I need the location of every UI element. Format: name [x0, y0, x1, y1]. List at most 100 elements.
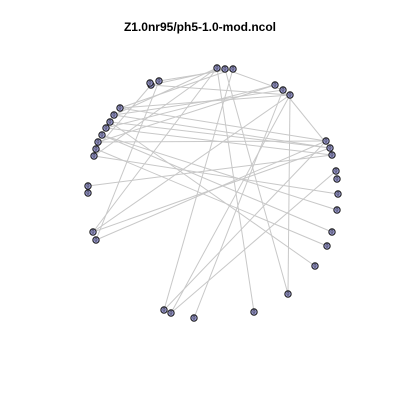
graph-node: 0: [89, 228, 97, 236]
node-circle: [229, 65, 237, 73]
edge-33: [119, 68, 234, 109]
edge-11: [113, 89, 284, 116]
node-label: 0: [148, 80, 151, 86]
graph-node: 0: [328, 228, 336, 236]
node-label: 0: [162, 307, 165, 313]
node-circle: [332, 167, 340, 175]
node-label: 0: [169, 310, 172, 316]
edge-30: [282, 89, 331, 149]
node-label: 0: [108, 119, 111, 125]
node-circle: [92, 236, 100, 244]
graph-node: 0: [334, 190, 342, 198]
graph-node: 0: [92, 236, 100, 244]
node-label: 0: [192, 315, 195, 321]
edge-27: [87, 154, 333, 187]
node-label: 0: [94, 237, 97, 243]
node-circle: [94, 138, 102, 146]
graph-node: 0: [84, 189, 92, 197]
graph-node: 0: [250, 308, 258, 316]
edges-layer: [87, 67, 339, 319]
node-circle: [333, 206, 341, 214]
edge-28: [170, 170, 337, 314]
graph-title: Z1.0nr95/ph5-1.0-mod.ncol: [123, 20, 277, 34]
node-label: 0: [286, 291, 289, 297]
node-label: 0: [157, 78, 160, 84]
graph-node: 0: [155, 77, 163, 85]
graph-node: 0: [92, 145, 100, 153]
node-circle: [146, 79, 154, 87]
node-circle: [98, 131, 106, 139]
node-label: 0: [96, 139, 99, 145]
node-label: 0: [336, 191, 339, 197]
node-label: 0: [330, 152, 333, 158]
node-circle: [106, 118, 114, 126]
node-label: 0: [92, 153, 95, 159]
node-label: 0: [325, 243, 328, 249]
edge-29: [163, 140, 327, 311]
edge-32: [287, 94, 291, 295]
node-label: 0: [335, 176, 338, 182]
node-circle: [323, 242, 331, 250]
node-label: 0: [334, 168, 337, 174]
node-label: 0: [118, 105, 121, 111]
graph-node: 0: [322, 137, 330, 145]
node-label: 0: [94, 146, 97, 152]
graph-node: 0: [311, 262, 319, 270]
graph-node: 0: [332, 167, 340, 175]
edge-22: [97, 140, 327, 143]
node-label: 0: [231, 66, 234, 72]
node-circle: [90, 152, 98, 160]
graph-node: 0: [167, 309, 175, 317]
node-circle: [221, 65, 229, 73]
node-circle: [84, 182, 92, 190]
edge-34: [113, 67, 218, 116]
edge-35: [95, 84, 152, 150]
node-circle: [160, 306, 168, 314]
graph-node: 0: [84, 182, 92, 190]
node-circle: [250, 308, 258, 316]
edge-10: [97, 84, 276, 143]
node-circle: [92, 145, 100, 153]
graph-node: 0: [90, 152, 98, 160]
edge-24: [93, 155, 339, 195]
graph-node: 0: [146, 79, 154, 87]
node-label: 0: [313, 263, 316, 269]
node-circle: [89, 228, 97, 236]
graph-node: 0: [328, 151, 336, 159]
node-label: 0: [281, 87, 284, 93]
node-circle: [84, 189, 92, 197]
node-circle: [322, 137, 330, 145]
node-label: 0: [91, 229, 94, 235]
node-label: 0: [100, 132, 103, 138]
edge-26: [92, 147, 331, 233]
node-circle: [328, 151, 336, 159]
node-label: 0: [288, 92, 291, 98]
edge-13: [170, 94, 291, 314]
graph-node: 0: [94, 138, 102, 146]
node-label: 0: [223, 66, 226, 72]
node-label: 0: [273, 82, 276, 88]
edge-36: [95, 80, 160, 241]
node-circle: [110, 111, 118, 119]
edge-5: [163, 68, 234, 311]
node-circle: [213, 64, 221, 72]
edge-17: [113, 114, 331, 149]
node-circle: [286, 91, 294, 99]
graph-node: 0: [106, 118, 114, 126]
graph-node: 0: [213, 64, 221, 72]
edge-6: [216, 67, 255, 313]
graph-node: 0: [284, 290, 292, 298]
graph-node: 0: [116, 104, 124, 112]
node-circle: [334, 190, 342, 198]
node-label: 0: [335, 207, 338, 213]
edge-8: [92, 67, 218, 233]
node-circle: [116, 104, 124, 112]
node-circle: [271, 81, 279, 89]
node-circle: [333, 175, 341, 183]
node-circle: [311, 262, 319, 270]
node-label: 0: [324, 138, 327, 144]
graph-node: 0: [323, 242, 331, 250]
node-circle: [279, 86, 287, 94]
graph-node: 0: [98, 131, 106, 139]
